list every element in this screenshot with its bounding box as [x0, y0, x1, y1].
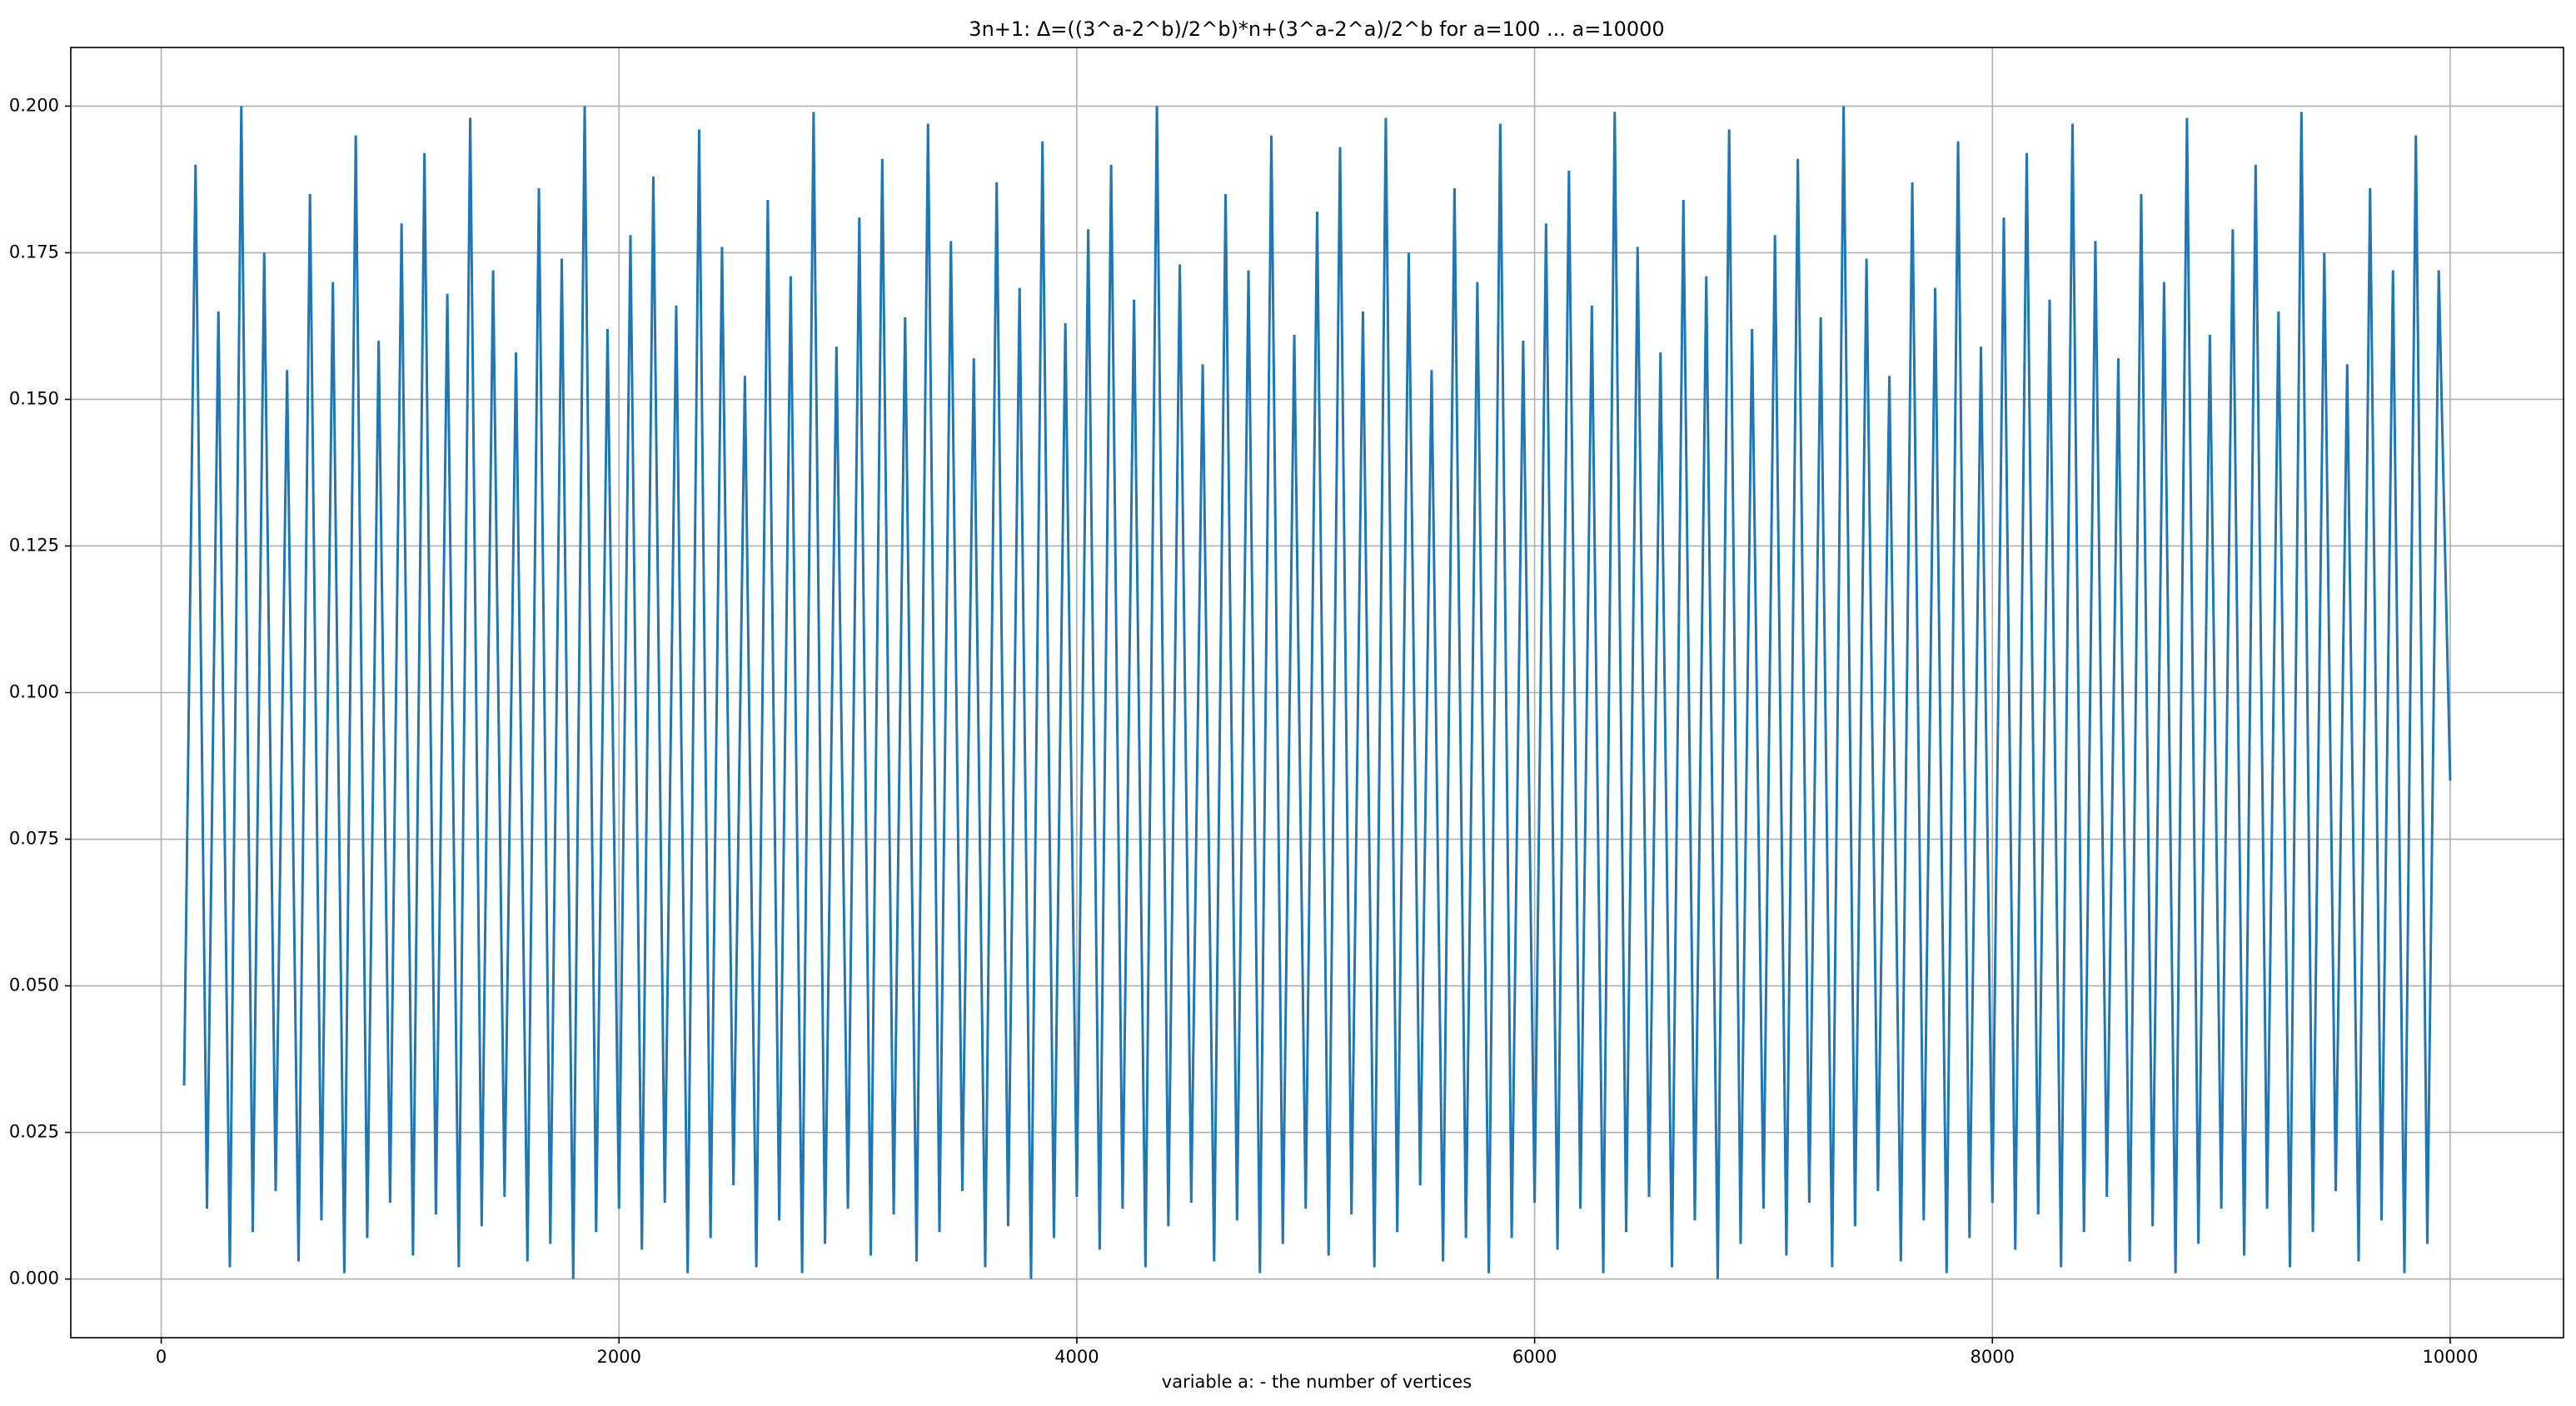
- y-tick-label: 0.025: [9, 1122, 59, 1142]
- y-tick-label: 0.175: [9, 242, 59, 262]
- y-tick-label: 0.125: [9, 535, 59, 555]
- x-tick-label: 0: [156, 1347, 167, 1367]
- plot-frame: [70, 47, 2564, 1339]
- x-tick-label: 10000: [2423, 1347, 2479, 1367]
- x-tick-label: 8000: [1971, 1347, 2015, 1367]
- y-tick-label: 0.050: [9, 975, 59, 995]
- y-tick-label: 0.000: [9, 1269, 59, 1289]
- chart-title: 3n+1: Δ=((3^a-2^b)/2^b)*n+(3^a-2^a)/2^b …: [969, 17, 1664, 41]
- y-tick-label: 0.200: [9, 95, 59, 115]
- x-tick-label: 4000: [1054, 1347, 1099, 1367]
- y-tick-label: 0.100: [9, 682, 59, 702]
- data-line: [182, 106, 2452, 1279]
- x-axis-label: variable a: - the number of vertices: [1162, 1372, 1472, 1392]
- x-tick-label: 2000: [597, 1347, 641, 1367]
- y-tick-label: 0.075: [9, 829, 59, 849]
- x-tick-label: 6000: [1512, 1347, 1557, 1367]
- y-tick-label: 0.150: [9, 388, 59, 408]
